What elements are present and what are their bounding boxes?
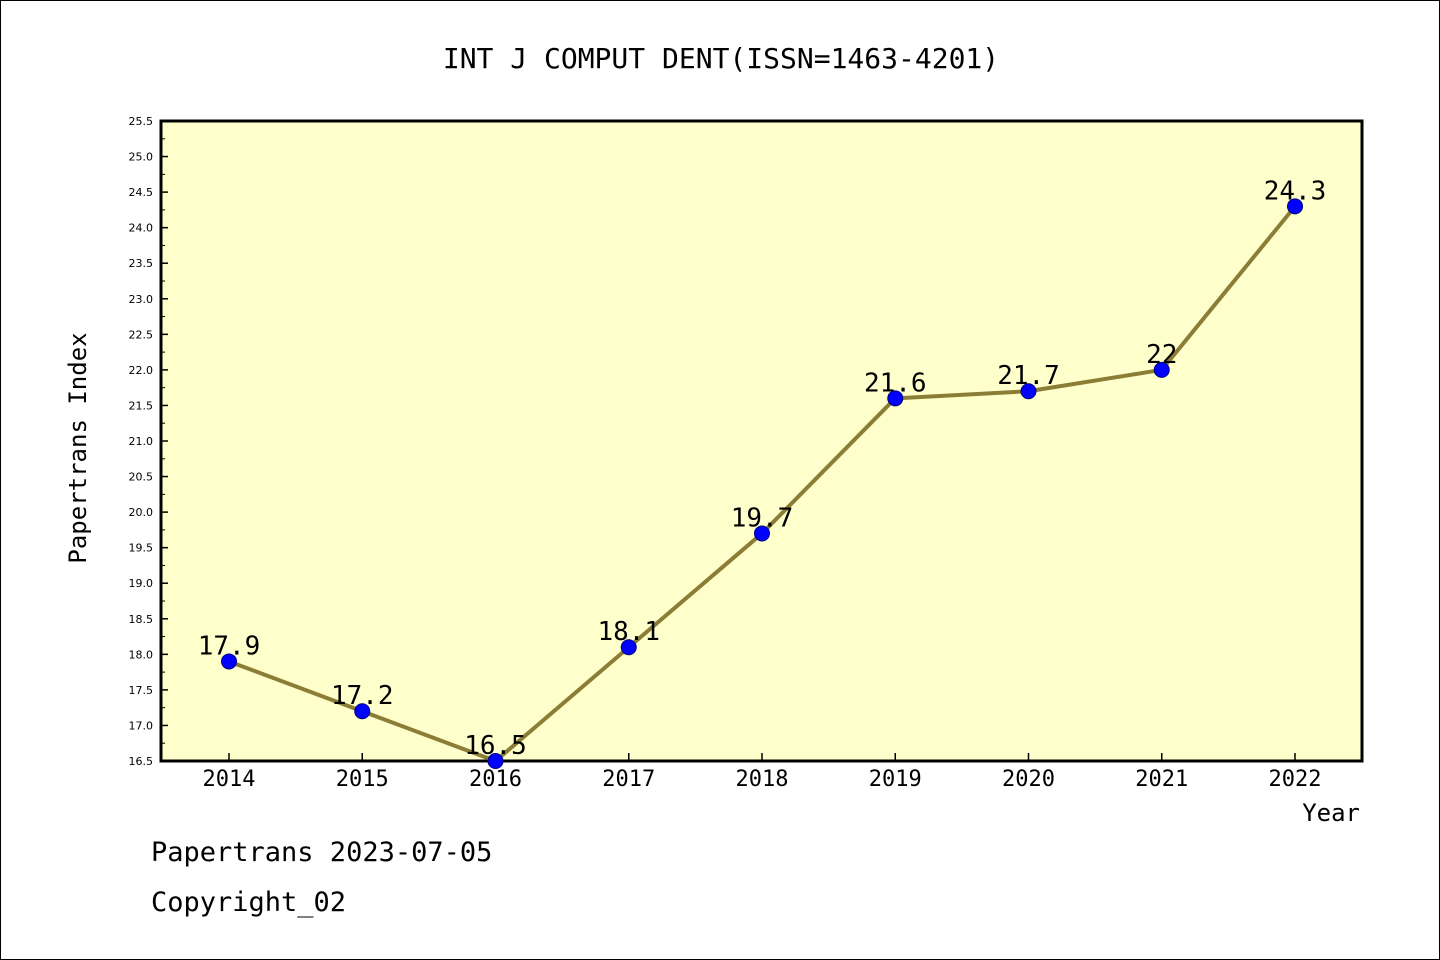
y-tick-label: 25.5	[129, 115, 154, 128]
data-label: 22	[1146, 340, 1177, 370]
y-tick-label: 19.0	[129, 577, 154, 590]
data-label: 19.7	[731, 503, 794, 533]
data-point	[620, 639, 637, 656]
x-tick-label: 2019	[869, 767, 922, 792]
x-axis: 2014 2015 2016 2017 2018 2019 2020 2021 2022	[203, 753, 1322, 792]
y-tick-label: 22.5	[129, 328, 154, 341]
plot-area	[159, 119, 1364, 763]
data-label: 21.7	[997, 361, 1060, 391]
y-axis-label: Papertrans Index	[64, 332, 92, 563]
x-tick-label: 2015	[336, 767, 389, 792]
source-note: Papertrans 2023-07-05	[151, 837, 493, 868]
data-point	[887, 390, 904, 407]
data-point	[1153, 361, 1170, 378]
y-tick-label: 21.5	[129, 399, 154, 412]
x-tick-label: 2017	[602, 767, 655, 792]
x-tick-label: 2020	[1002, 767, 1055, 792]
series-group: 17.9 17.2 16.5 18.1 19.7 21.6 21.7 22 24.3	[198, 176, 1327, 769]
x-tick-label: 2014	[203, 767, 256, 792]
y-tick-label: 21.0	[129, 435, 154, 448]
x-tick-label: 2016	[469, 767, 522, 792]
y-tick-label: 19.5	[129, 542, 154, 555]
data-point	[354, 703, 371, 720]
x-tick-label: 2022	[1269, 767, 1322, 792]
y-tick-label: 23.0	[129, 293, 154, 306]
y-tick-label: 25.0	[129, 151, 154, 164]
y-tick-label: 22.0	[129, 364, 154, 377]
data-label: 16.5	[464, 731, 527, 761]
data-label: 18.1	[597, 617, 660, 647]
chart-title: INT J COMPUT DENT(ISSN=1463-4201)	[443, 42, 999, 75]
y-tick-label: 23.5	[129, 257, 154, 270]
x-axis-label: Year	[1302, 799, 1360, 827]
y-tick-label: 20.0	[129, 506, 154, 519]
x-tick-label: 2018	[736, 767, 789, 792]
y-tick-label: 17.5	[129, 684, 154, 697]
y-tick-label: 24.0	[129, 222, 154, 235]
y-tick-label: 20.5	[129, 471, 154, 484]
y-tick-label: 24.5	[129, 186, 154, 199]
data-label: 24.3	[1264, 176, 1327, 206]
data-point	[1020, 383, 1037, 400]
data-label: 17.2	[331, 681, 394, 711]
y-axis: 16.5 17.0 17.5 18.0 18.5 19.0 19.5 20.0 20.5 21.0…	[129, 115, 168, 768]
data-label: 17.9	[198, 631, 261, 661]
data-label: 21.6	[864, 368, 927, 398]
x-tick-label: 2021	[1135, 767, 1188, 792]
y-tick-label: 17.0	[129, 719, 154, 732]
data-point	[754, 525, 770, 542]
data-point	[221, 653, 237, 670]
copyright-note: Copyright_02	[151, 887, 347, 918]
y-tick-label: 18.0	[129, 648, 154, 661]
data-point	[1287, 198, 1303, 215]
data-point	[487, 753, 504, 769]
y-tick-label: 18.5	[129, 613, 154, 626]
y-tick-label: 16.5	[129, 755, 154, 768]
